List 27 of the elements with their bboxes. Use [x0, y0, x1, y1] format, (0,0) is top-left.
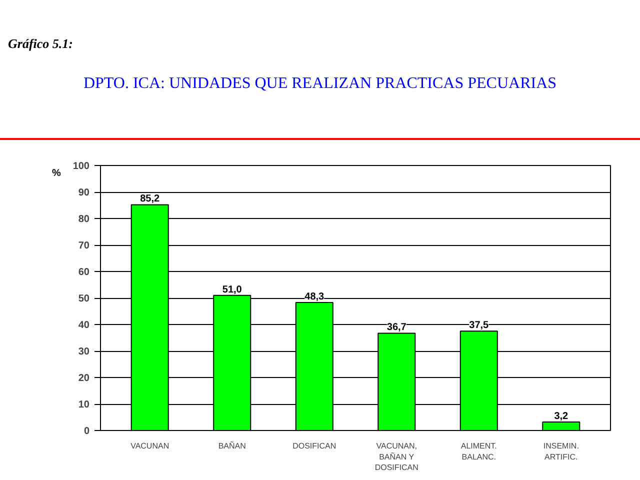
y-tick-label: 20: [78, 373, 90, 384]
x-tick-label: INSEMIN. ARTIFIC.: [543, 442, 579, 462]
x-tick-label: DOSIFICAN: [292, 442, 336, 450]
y-tick-label: 50: [78, 294, 90, 304]
y-axis-title: %: [52, 167, 61, 181]
x-tick-label: ALIMENT. BALANC.: [460, 442, 497, 462]
data-label: 85,2: [140, 194, 160, 205]
y-tick-label: 40: [78, 320, 90, 331]
bar: [542, 422, 580, 430]
data-label: 3,2: [554, 411, 569, 422]
data-label: 48,3: [304, 292, 325, 303]
y-tick-label: 30: [78, 346, 90, 358]
x-tick-label: VACUNAN: [130, 442, 170, 450]
y-tick-label: 100: [72, 161, 90, 172]
y-tick-label: 70: [78, 240, 90, 252]
y-tick-label: 80: [78, 214, 90, 225]
x-tick-label: BAÑAN: [218, 440, 246, 450]
data-label: 37,5: [469, 320, 490, 332]
x-tick-label: VACUNAN, BAÑAN Y DOSIFICAN: [374, 442, 419, 472]
data-label: 51,0: [222, 284, 242, 296]
text: Gráfico 5.1:: [8, 35, 73, 53]
y-tick-label: 60: [78, 267, 90, 278]
chart-title: DPTO. ICA: UNIDADES QUE REALIZAN PRACTICAS PECUARIAS: [83, 74, 557, 94]
y-tick-label: 90: [78, 188, 90, 198]
y-tick-label: 10: [78, 400, 90, 410]
data-label: 36,7: [386, 322, 407, 334]
y-tick-label: 0: [84, 426, 90, 437]
